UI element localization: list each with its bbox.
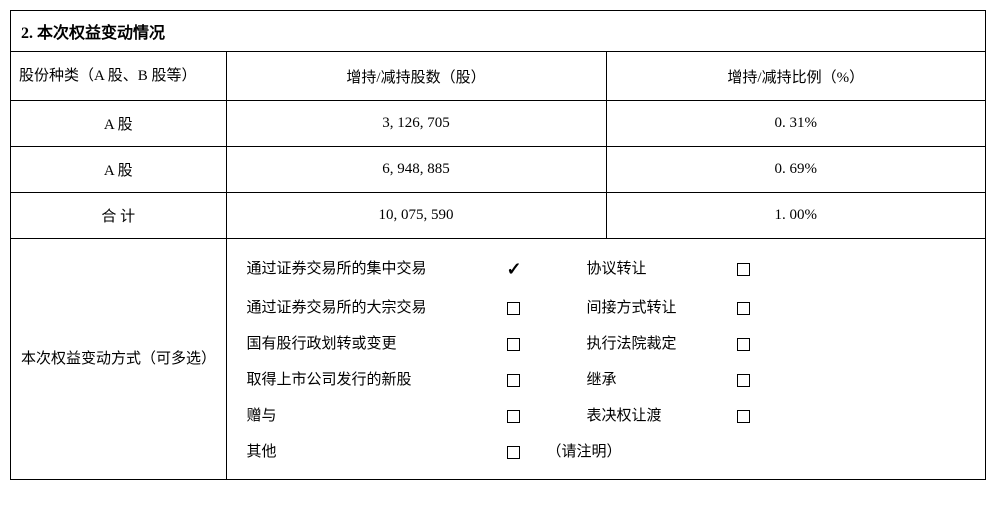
header-col3: 增持/减持比例（%） — [606, 52, 985, 101]
option-check — [737, 293, 777, 323]
checkbox-icon — [737, 410, 750, 423]
cell-type: A 股 — [11, 147, 226, 193]
cell-type: A 股 — [11, 101, 226, 147]
checkbox-icon — [507, 410, 520, 423]
cell-ratio: 0. 31% — [606, 101, 985, 147]
option-check — [507, 365, 547, 395]
option-check — [507, 329, 547, 359]
cell-shares: 10, 075, 590 — [226, 193, 606, 239]
option-check — [737, 365, 777, 395]
cell-ratio: 0. 69% — [606, 147, 985, 193]
checkbox-icon — [737, 338, 750, 351]
option-label: 通过证券交易所的集中交易 — [247, 254, 507, 284]
option-label: 国有股行政划转或变更 — [247, 329, 507, 359]
document-table: 2. 本次权益变动情况 股份种类（A 股、B 股等） 增持/减持股数（股） 增持… — [10, 10, 986, 480]
option-label: 其他 — [247, 437, 507, 467]
method-row: 本次权益变动方式（可多选） 通过证券交易所的集中交易 ✓ 协议转让 通过证券交易… — [11, 239, 985, 480]
header-row: 股份种类（A 股、B 股等） 增持/减持股数（股） 增持/减持比例（%） — [11, 52, 985, 101]
checkbox-icon — [507, 302, 520, 315]
option-check — [737, 254, 777, 284]
checkmark-icon: ✓ — [507, 259, 522, 279]
data-row: A 股 3, 126, 705 0. 31% — [11, 101, 985, 147]
header-col1: 股份种类（A 股、B 股等） — [11, 52, 226, 101]
option-label: 继承 — [587, 365, 737, 395]
data-row: A 股 6, 948, 885 0. 69% — [11, 147, 985, 193]
cell-shares: 6, 948, 885 — [226, 147, 606, 193]
method-options: 通过证券交易所的集中交易 ✓ 协议转让 通过证券交易所的大宗交易 间接方式转让 … — [226, 239, 985, 480]
cell-type: 合 计 — [11, 193, 226, 239]
checkbox-icon — [507, 446, 520, 459]
option-check — [507, 401, 547, 431]
option-label: 协议转让 — [587, 254, 737, 284]
option-label: 执行法院裁定 — [587, 329, 737, 359]
option-check — [737, 329, 777, 359]
option-label: 表决权让渡 — [587, 401, 737, 431]
option-label: 赠与 — [247, 401, 507, 431]
option-check: ✓ — [507, 251, 547, 287]
checkbox-icon — [507, 374, 520, 387]
option-check — [507, 437, 547, 467]
option-check — [737, 401, 777, 431]
option-label: 间接方式转让 — [587, 293, 737, 323]
checkbox-icon — [507, 338, 520, 351]
header-col2: 增持/减持股数（股） — [226, 52, 606, 101]
checkbox-icon — [737, 263, 750, 276]
option-label: 通过证券交易所的大宗交易 — [247, 293, 507, 323]
other-note: （请注明） — [547, 437, 777, 467]
option-label: 取得上市公司发行的新股 — [247, 365, 507, 395]
option-check — [507, 293, 547, 323]
method-label: 本次权益变动方式（可多选） — [11, 239, 226, 480]
cell-ratio: 1. 00% — [606, 193, 985, 239]
cell-shares: 3, 126, 705 — [226, 101, 606, 147]
checkbox-icon — [737, 302, 750, 315]
total-row: 合 计 10, 075, 590 1. 00% — [11, 193, 985, 239]
checkbox-icon — [737, 374, 750, 387]
equity-table: 股份种类（A 股、B 股等） 增持/减持股数（股） 增持/减持比例（%） A 股… — [11, 52, 985, 479]
section-title: 2. 本次权益变动情况 — [11, 11, 985, 52]
